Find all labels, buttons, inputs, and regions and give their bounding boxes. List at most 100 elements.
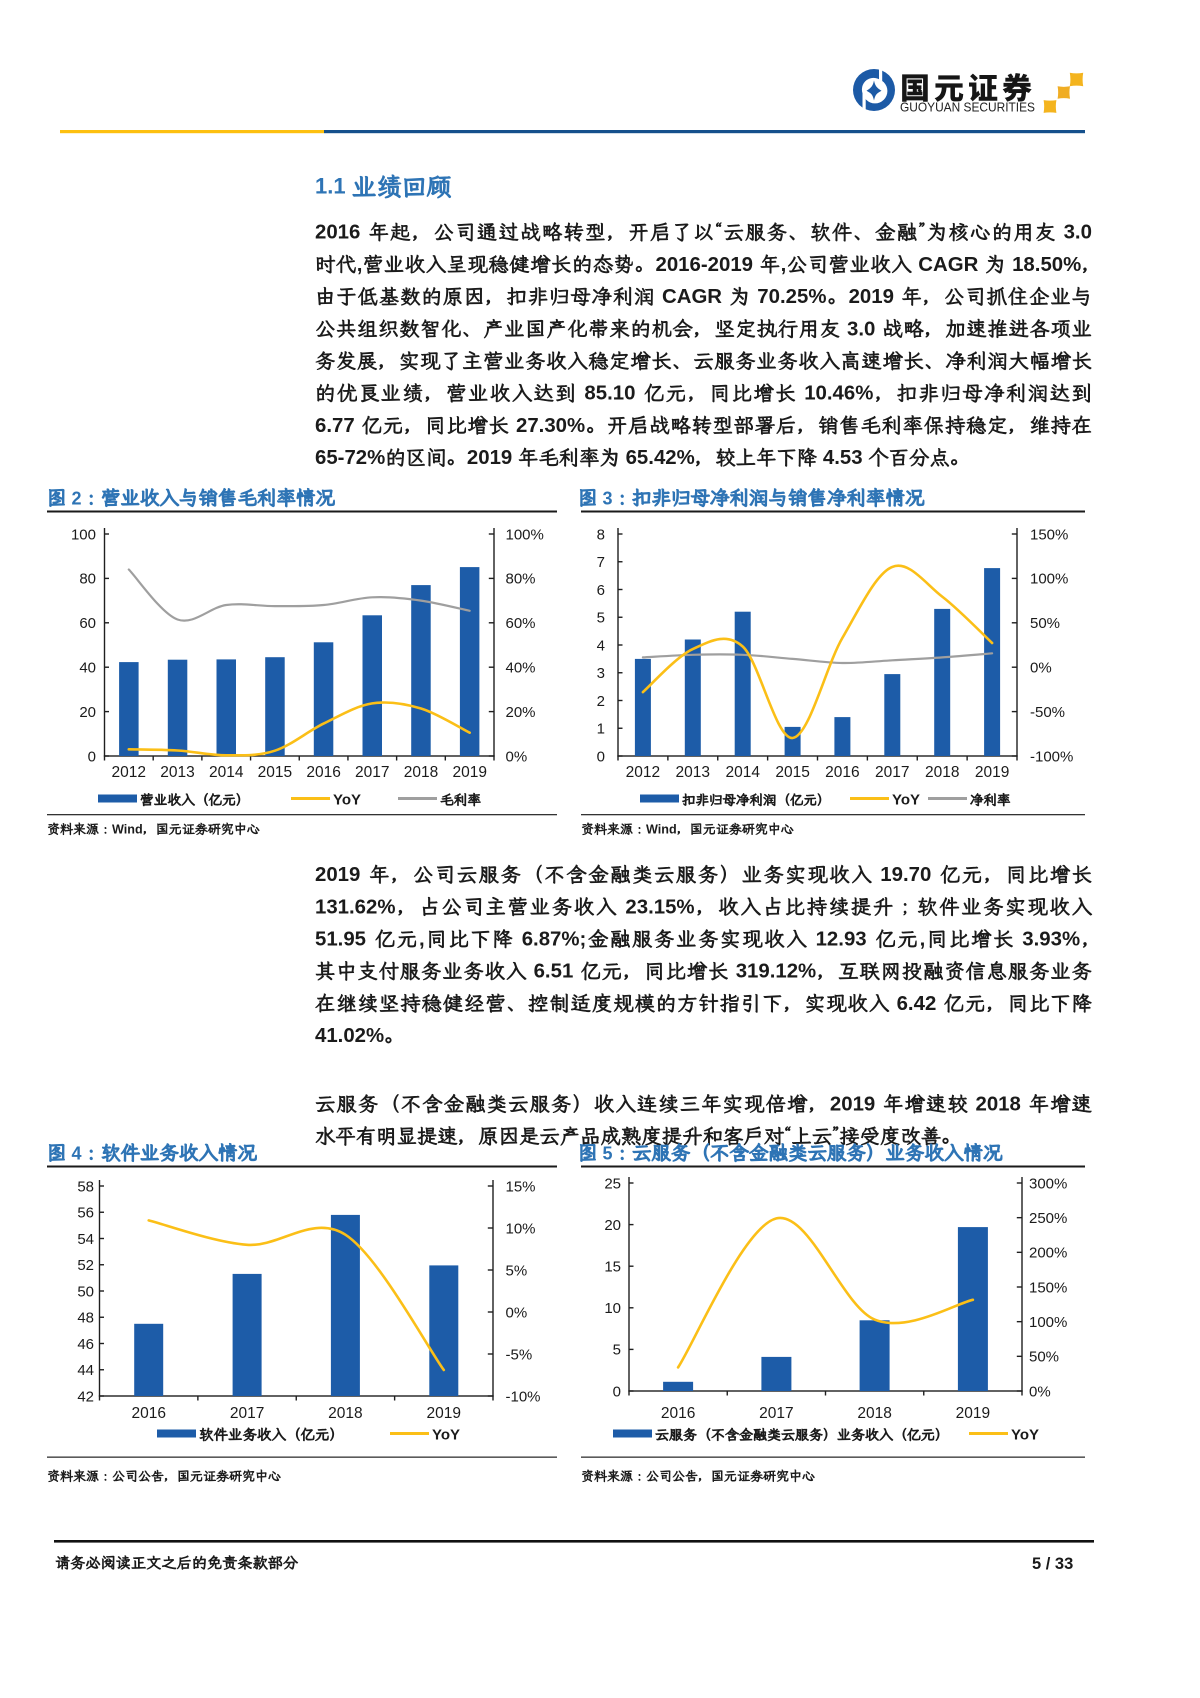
svg-text:5: 5	[613, 1342, 621, 1359]
svg-text:25: 25	[604, 1175, 621, 1192]
svg-text:46: 46	[77, 1336, 94, 1353]
svg-text:2017: 2017	[230, 1405, 264, 1422]
svg-text:2013: 2013	[676, 764, 710, 781]
svg-text:300%: 300%	[1029, 1175, 1067, 1192]
svg-text:250%: 250%	[1029, 1210, 1067, 1227]
svg-text:2017: 2017	[875, 764, 909, 781]
svg-text:3.0: 3.0	[1064, 222, 1092, 244]
svg-text:2012: 2012	[112, 764, 146, 781]
svg-text:5%: 5%	[506, 1262, 528, 1279]
svg-text:2014: 2014	[725, 764, 760, 781]
svg-text:54: 54	[77, 1231, 94, 1248]
svg-text:7: 7	[597, 554, 605, 571]
svg-text:2016: 2016	[306, 764, 340, 781]
svg-text:131.62%: 131.62%	[315, 896, 396, 918]
svg-text:6.51: 6.51	[534, 961, 574, 983]
svg-text:27.30%: 27.30%	[516, 415, 585, 437]
svg-text:YoY: YoY	[432, 1427, 460, 1444]
svg-text:200%: 200%	[1029, 1245, 1067, 1262]
svg-text:10%: 10%	[506, 1220, 536, 1237]
svg-text:65-72%: 65-72%	[315, 447, 385, 469]
svg-text:3.93%: 3.93%	[1022, 929, 1080, 951]
svg-text:Wind: Wind	[112, 823, 143, 837]
svg-text:0: 0	[597, 748, 605, 765]
svg-text:10: 10	[604, 1300, 621, 1317]
svg-text:2: 2	[72, 489, 82, 509]
svg-text:4: 4	[597, 637, 605, 654]
svg-text:-5%: -5%	[506, 1346, 533, 1363]
svg-text:3.0: 3.0	[847, 318, 875, 340]
svg-text:2014: 2014	[209, 764, 244, 781]
svg-text:80%: 80%	[506, 571, 536, 588]
svg-text:2016-2019: 2016-2019	[656, 254, 754, 276]
svg-text:8: 8	[597, 526, 605, 543]
svg-text:2019: 2019	[849, 286, 894, 308]
svg-text:0%: 0%	[506, 748, 528, 765]
svg-text:Wind: Wind	[646, 823, 677, 837]
svg-text:5 / 33: 5 / 33	[1032, 1555, 1073, 1573]
svg-text:150%: 150%	[1030, 526, 1068, 543]
svg-text:42: 42	[77, 1388, 94, 1405]
svg-text:2016: 2016	[131, 1405, 165, 1422]
svg-text:3: 3	[597, 665, 605, 682]
svg-text:2019: 2019	[830, 1094, 875, 1116]
svg-text:YoY: YoY	[333, 792, 361, 809]
svg-text:319.12%: 319.12%	[736, 961, 817, 983]
svg-text:2019: 2019	[975, 764, 1009, 781]
svg-text:2015: 2015	[775, 764, 809, 781]
svg-text:2017: 2017	[355, 764, 389, 781]
svg-text:2015: 2015	[258, 764, 292, 781]
svg-text:CAGR: CAGR	[662, 286, 722, 308]
svg-text:44: 44	[77, 1362, 94, 1379]
svg-text:100%: 100%	[1029, 1314, 1067, 1331]
svg-text:,: ,	[419, 929, 425, 951]
svg-text:60: 60	[79, 615, 96, 632]
svg-text:1.1: 1.1	[315, 174, 346, 199]
svg-text:70.25%: 70.25%	[757, 286, 826, 308]
svg-text:2019: 2019	[427, 1405, 461, 1422]
svg-text:100%: 100%	[1030, 571, 1068, 588]
svg-text:100%: 100%	[506, 526, 544, 543]
svg-text:CAGR: CAGR	[918, 254, 978, 276]
svg-text:2017: 2017	[759, 1405, 793, 1422]
svg-text:,: ,	[920, 929, 926, 951]
svg-text:GUOYUAN SECURITIES: GUOYUAN SECURITIES	[900, 100, 1035, 115]
svg-text:,: ,	[781, 254, 787, 276]
svg-text:65.42%: 65.42%	[626, 447, 695, 469]
svg-text:3: 3	[603, 489, 613, 509]
svg-text:52: 52	[77, 1257, 94, 1274]
svg-text:2016: 2016	[315, 222, 360, 244]
svg-text:40%: 40%	[506, 660, 536, 677]
svg-text:2: 2	[597, 693, 605, 710]
svg-text:4.53: 4.53	[823, 447, 863, 469]
svg-text:50%: 50%	[1029, 1349, 1059, 1366]
svg-text:58: 58	[77, 1178, 94, 1195]
svg-text:6.42: 6.42	[897, 993, 937, 1015]
svg-text:20%: 20%	[506, 704, 536, 721]
svg-text:10.46%: 10.46%	[804, 383, 873, 405]
svg-text:YoY: YoY	[1011, 1427, 1039, 1444]
svg-text:YoY: YoY	[892, 792, 920, 809]
svg-text:2019: 2019	[467, 447, 512, 469]
svg-text:41.02%: 41.02%	[315, 1025, 384, 1047]
svg-text:2018: 2018	[857, 1405, 891, 1422]
svg-text:20: 20	[604, 1217, 621, 1234]
svg-text:,: ,	[357, 254, 363, 276]
svg-text:-10%: -10%	[506, 1388, 541, 1405]
svg-text:60%: 60%	[506, 615, 536, 632]
svg-text:48: 48	[77, 1310, 94, 1327]
svg-text:0%: 0%	[1029, 1383, 1051, 1400]
svg-text:2018: 2018	[976, 1094, 1021, 1116]
svg-text:2012: 2012	[626, 764, 660, 781]
svg-text:5: 5	[597, 610, 605, 627]
svg-text:51.95: 51.95	[315, 929, 366, 951]
svg-text:2019: 2019	[315, 864, 360, 886]
svg-text:2019: 2019	[956, 1405, 990, 1422]
svg-text:50: 50	[77, 1283, 94, 1300]
svg-text:50%: 50%	[1030, 615, 1060, 632]
svg-text:2018: 2018	[925, 764, 959, 781]
svg-text:6.87%;: 6.87%;	[522, 929, 587, 951]
svg-text:4: 4	[72, 1144, 82, 1164]
svg-text:100: 100	[71, 526, 96, 543]
svg-text:6.77: 6.77	[315, 415, 355, 437]
